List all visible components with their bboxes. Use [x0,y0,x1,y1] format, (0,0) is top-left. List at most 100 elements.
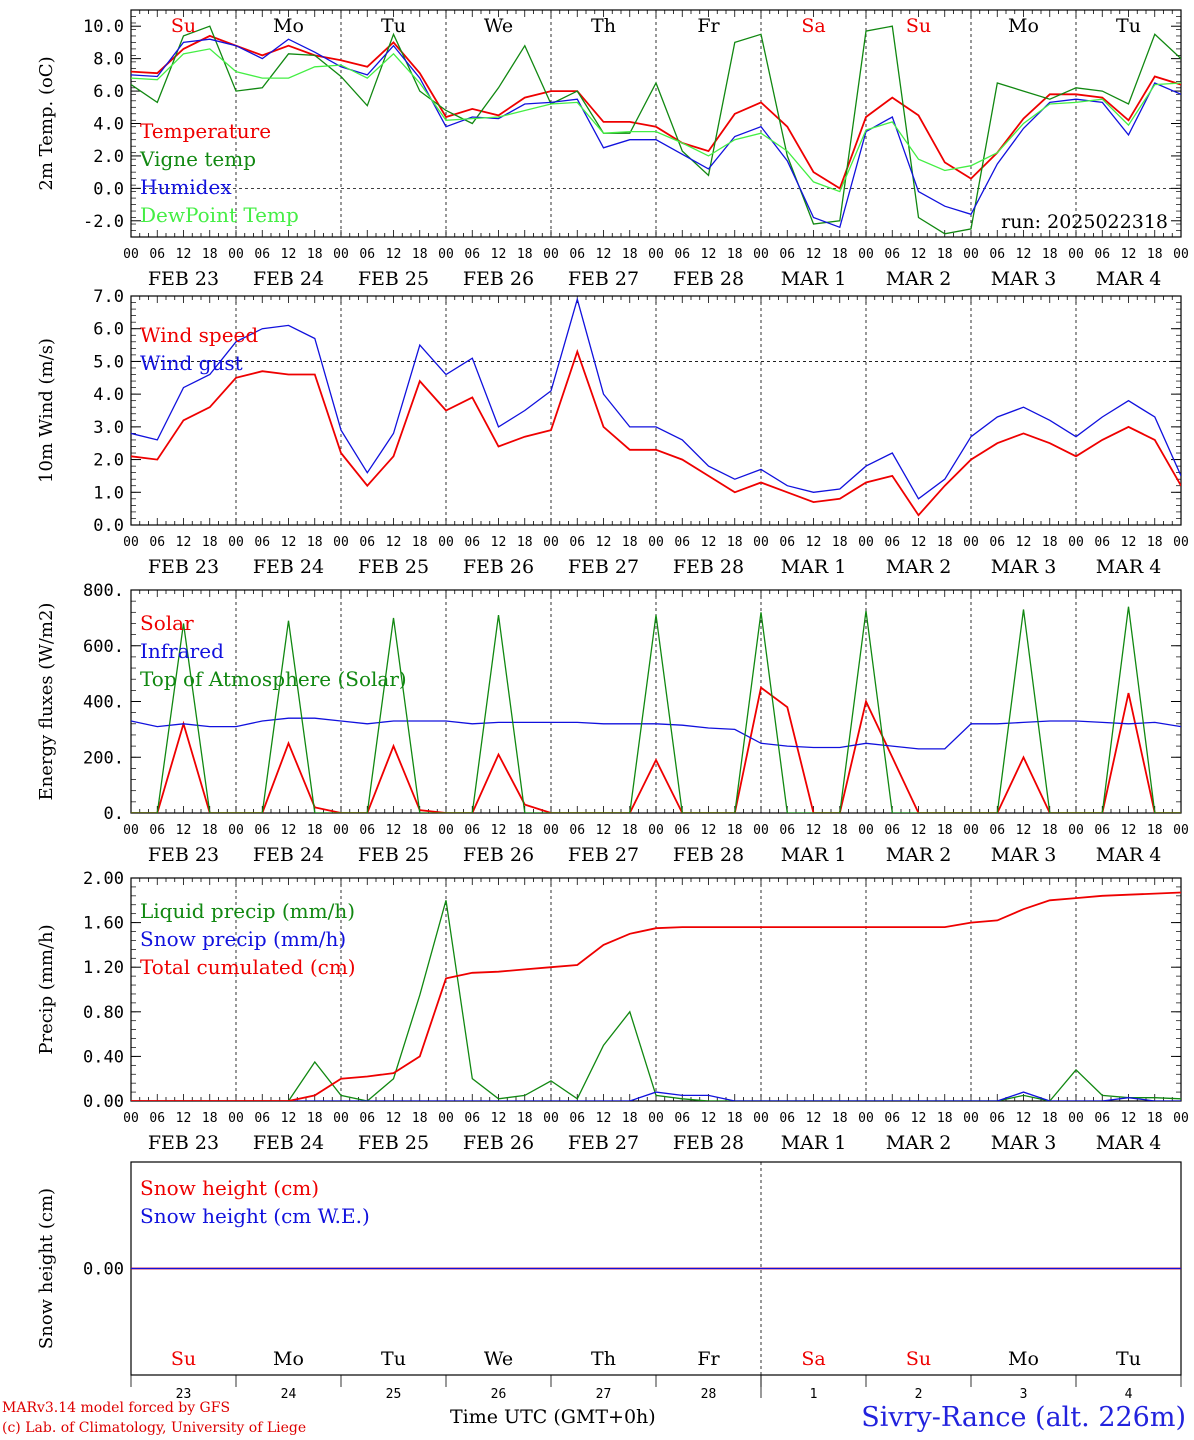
day-label: FEB 25 [358,556,429,578]
day-label: FEB 24 [253,556,324,578]
hour-tick-label: 18 [1042,1111,1058,1126]
legend-entry: Top of Atmosphere (Solar) [140,667,407,691]
day-label: MAR 3 [991,844,1057,866]
hour-tick-label: 06 [884,535,900,550]
weekday-label: Mo [273,1348,304,1370]
y-tick-label: 6.0 [93,320,124,340]
hour-tick-label: 06 [464,1111,480,1126]
day-label: FEB 23 [148,1132,219,1154]
day-label: FEB 27 [568,1132,639,1154]
hour-tick-label: 06 [569,823,585,838]
day-label: FEB 26 [463,844,534,866]
hour-tick-label: 06 [149,1111,165,1126]
y-tick-label: 2.0 [93,147,124,167]
hour-tick-label: 12 [596,247,612,262]
day-label: FEB 27 [568,556,639,578]
hour-tick-label: 06 [884,247,900,262]
panel-2 [130,295,1182,526]
hour-tick-label: 18 [307,823,323,838]
day-label: MAR 1 [781,844,847,866]
day-label: MAR 2 [886,1132,952,1154]
hour-tick-label: 12 [281,823,297,838]
hour-tick-label: 06 [884,1111,900,1126]
hour-tick-label: 06 [1094,823,1110,838]
hour-tick-label: 12 [176,535,192,550]
day-label: MAR 3 [991,556,1057,578]
legend-entry: Liquid precip (mm/h) [140,899,355,923]
legend-entry: Total cumulated (cm) [140,955,356,979]
hour-tick-label: 18 [202,1111,218,1126]
weekday-label: Tu [1116,1348,1141,1370]
hour-tick-label: 18 [307,247,323,262]
series-line-snow-precip-mm-h- [131,1091,1181,1101]
hour-tick-label: 06 [359,247,375,262]
hour-tick-label: 00 [1068,247,1084,262]
hour-tick-label: 18 [412,247,428,262]
y-axis-label: 10m Wind (m/s) [36,338,57,483]
hour-tick-label: 18 [412,535,428,550]
hour-tick-label: 06 [779,247,795,262]
hour-tick-label: 00 [1173,1111,1189,1126]
hour-tick-label: 12 [386,247,402,262]
weekday-label: Mo [1008,15,1039,37]
hour-tick-label: 12 [281,535,297,550]
credit-line-1: MARv3.14 model forced by GFS [2,1400,231,1416]
legend-entry: Snow height (cm) [140,1176,319,1200]
hour-tick-label: 00 [858,823,874,838]
y-tick-label: 400. [83,693,124,713]
hour-tick-label: 00 [333,1111,349,1126]
series-line-solar [131,686,1181,813]
hour-tick-label: 18 [937,1111,953,1126]
hour-tick-label: 12 [911,1111,927,1126]
hour-tick-label: 18 [622,823,638,838]
hour-tick-label: 00 [438,1111,454,1126]
series-line-top-of-atmosphere-solar- [131,606,1181,813]
hour-tick-label: 12 [806,535,822,550]
hour-tick-label: 12 [1121,1111,1137,1126]
y-tick-label: 1.0 [93,483,124,503]
day-label: MAR 3 [991,1132,1057,1154]
hour-tick-label: 18 [307,535,323,550]
legend-entry: Solar [140,611,194,635]
hour-tick-label: 18 [1147,823,1163,838]
hour-tick-label: 06 [149,823,165,838]
hour-tick-label: 12 [1016,247,1032,262]
hour-tick-label: 12 [386,823,402,838]
weekday-label: Sa [801,1348,825,1370]
hour-tick-label: 18 [1042,823,1058,838]
hour-tick-label: 12 [281,247,297,262]
y-axis-label: Energy fluxes (W/m2) [36,603,57,801]
y-tick-label: 0.80 [83,1003,124,1023]
y-tick-label: 8.0 [93,50,124,70]
hour-tick-label: 06 [254,247,270,262]
y-axis-label: 2m Temp. (oC) [36,56,57,190]
hour-tick-label: 00 [1068,1111,1084,1126]
hour-tick-label: 12 [596,535,612,550]
weekday-label: Tu [1116,15,1141,37]
hour-tick-label: 18 [1147,1111,1163,1126]
day-label: FEB 23 [148,268,219,290]
hour-tick-label: 12 [176,247,192,262]
hour-tick-label: 06 [254,823,270,838]
day-label: FEB 23 [148,556,219,578]
day-label: MAR 4 [1096,556,1162,578]
y-tick-label: 3.0 [93,418,124,438]
hour-tick-label: 12 [1121,247,1137,262]
hour-tick-label: 18 [832,535,848,550]
day-number-label: 2 [915,1387,923,1400]
hour-tick-label: 06 [989,535,1005,550]
hour-tick-label: 18 [832,823,848,838]
day-number-label: 4 [1125,1387,1133,1400]
series-line-dewpoint-temp [131,48,1181,193]
legend-entry: Vigne temp [139,147,256,171]
day-label: MAR 4 [1096,268,1162,290]
hour-tick-label: 12 [911,823,927,838]
hour-tick-label: 18 [517,247,533,262]
y-tick-label: -2.0 [83,212,124,232]
hour-tick-label: 00 [438,823,454,838]
panel-3 [130,589,1182,814]
hour-tick-label: 06 [149,247,165,262]
hour-tick-label: 00 [1173,823,1189,838]
day-label: MAR 2 [886,844,952,866]
weekday-label: Su [171,1348,196,1370]
